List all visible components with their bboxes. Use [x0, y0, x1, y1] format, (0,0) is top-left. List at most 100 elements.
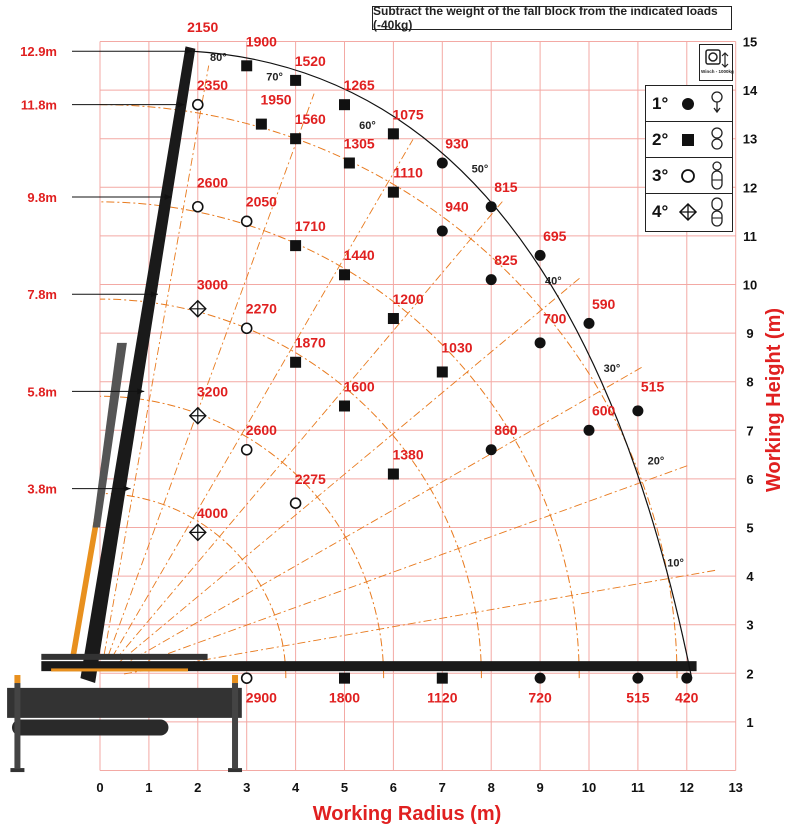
winch-icon — [705, 49, 729, 68]
arrow-head — [177, 101, 185, 108]
load-point-filled-circle — [534, 672, 546, 684]
x-tick-label: 0 — [96, 780, 103, 795]
load-value-label: 860 — [494, 422, 518, 438]
load-value-label: 1265 — [344, 77, 375, 93]
fall-block-note: Subtract the weight of the fall block fr… — [372, 4, 732, 32]
load-value-label: 1710 — [295, 218, 326, 234]
load-value-label: 2270 — [246, 301, 277, 317]
load-point-filled-square — [339, 99, 350, 111]
load-point-filled-square — [241, 60, 253, 72]
y-tick-label: 8 — [746, 375, 753, 390]
arrow-head — [123, 485, 131, 492]
load-value-label: 1110 — [393, 165, 423, 181]
load-point-filled-circle — [485, 201, 497, 213]
y-tick-label: 3 — [746, 618, 753, 633]
load-point-filled-circle — [632, 672, 644, 684]
legend-row: 2° — [646, 122, 732, 158]
angle-ray — [111, 139, 414, 658]
angle-label: 60° — [359, 120, 376, 132]
load-value-label: 700 — [543, 310, 567, 326]
filled-square-icon — [682, 133, 694, 146]
legend-label: 3° — [652, 165, 669, 185]
boom-length-label: 12.9m — [20, 44, 57, 59]
load-value-label: 2350 — [197, 77, 228, 93]
y-tick-label: 12 — [743, 180, 757, 195]
x-tick-label: 8 — [488, 780, 495, 795]
boom-length-label: 3.8m — [27, 482, 57, 497]
legend-label: 2° — [652, 129, 669, 149]
load-point-filled-square — [339, 672, 350, 684]
load-value-label: 600 — [592, 403, 616, 419]
y-tick-label: 9 — [746, 326, 753, 341]
load-point-filled-square — [290, 240, 302, 252]
angle-rays: 80° 70° 60° 50° 40° 30° 20° 10° — [103, 52, 717, 675]
load-value-label: 1520 — [295, 53, 326, 69]
load-value-label: 2600 — [197, 174, 228, 190]
load-point-filled-square — [387, 128, 399, 140]
outrigger-leg — [232, 683, 239, 769]
load-value-label: 1800 — [329, 689, 360, 705]
y-tick-label: 10 — [743, 278, 757, 293]
load-point-filled-circle — [485, 444, 497, 456]
angle-ray — [120, 366, 643, 667]
load-value-label: 515 — [626, 689, 650, 705]
load-value-label: 1380 — [392, 446, 423, 462]
load-point-filled-square — [387, 468, 399, 480]
angle-ray — [107, 93, 315, 656]
load-point-filled-circle — [485, 274, 497, 286]
legend-label: 4° — [652, 202, 669, 221]
x-tick-label: 9 — [536, 780, 543, 795]
legend-row: 4° — [646, 194, 732, 230]
load-point-open-circle — [240, 215, 253, 228]
boom-base-section — [41, 653, 208, 660]
y-tick-label: 15 — [743, 35, 757, 50]
radius-arc — [99, 104, 678, 679]
load-point-filled-square — [290, 356, 302, 368]
load-point-open-circle — [192, 98, 204, 111]
angle-label: 80° — [210, 52, 227, 64]
angle-ray — [103, 65, 210, 655]
load-point-open-circle — [289, 497, 302, 510]
load-value-label: 1120 — [427, 689, 458, 705]
load-value-label: 515 — [641, 378, 665, 394]
legend-row: 1° — [646, 86, 732, 122]
boom-stripe — [51, 668, 189, 672]
boom-length-arrows: 12.9m 11.8m 9.8m 7.8m 5.8m 3.8m — [20, 44, 193, 497]
load-value-label: 3200 — [197, 383, 228, 399]
radius-arc — [99, 395, 385, 679]
crane-illustration — [7, 46, 697, 773]
radius-arc — [99, 492, 287, 679]
load-point-filled-circle — [632, 405, 644, 417]
load-value-label: 695 — [543, 228, 567, 244]
load-point-filled-square — [255, 118, 267, 130]
horizontal-boom — [41, 661, 697, 672]
x-tick-label: 6 — [390, 780, 397, 795]
load-value-label: 720 — [528, 689, 552, 705]
y-tick-label: 1 — [746, 715, 753, 730]
legend-label: 1° — [652, 93, 669, 113]
boom-length-label: 9.8m — [27, 190, 57, 205]
boom-length-label: 7.8m — [27, 287, 57, 302]
filled-circle-icon — [682, 97, 694, 110]
angle-label: 50° — [472, 164, 489, 176]
load-value-label: 930 — [445, 135, 469, 151]
load-value-label: 2900 — [246, 689, 277, 705]
load-value-label: 2600 — [246, 422, 277, 438]
crossed-diamond-icon — [678, 202, 698, 222]
outrigger-pad — [10, 768, 25, 773]
outer-envelope — [192, 50, 693, 679]
x-tick-label: 5 — [341, 780, 348, 795]
angle-ray — [115, 201, 503, 660]
load-value-label: 420 — [675, 689, 699, 705]
load-point-filled-square — [339, 400, 350, 412]
load-point-filled-square — [436, 672, 448, 684]
load-value-label: 1305 — [344, 135, 375, 151]
outrigger-cap — [14, 675, 21, 684]
radius-arcs — [99, 104, 678, 679]
x-tick-label: 2 — [194, 780, 201, 795]
load-point-filled-square — [343, 157, 355, 169]
crane-body — [7, 687, 242, 718]
load-value-label: 3000 — [197, 276, 228, 292]
load-point-filled-square — [290, 133, 302, 145]
